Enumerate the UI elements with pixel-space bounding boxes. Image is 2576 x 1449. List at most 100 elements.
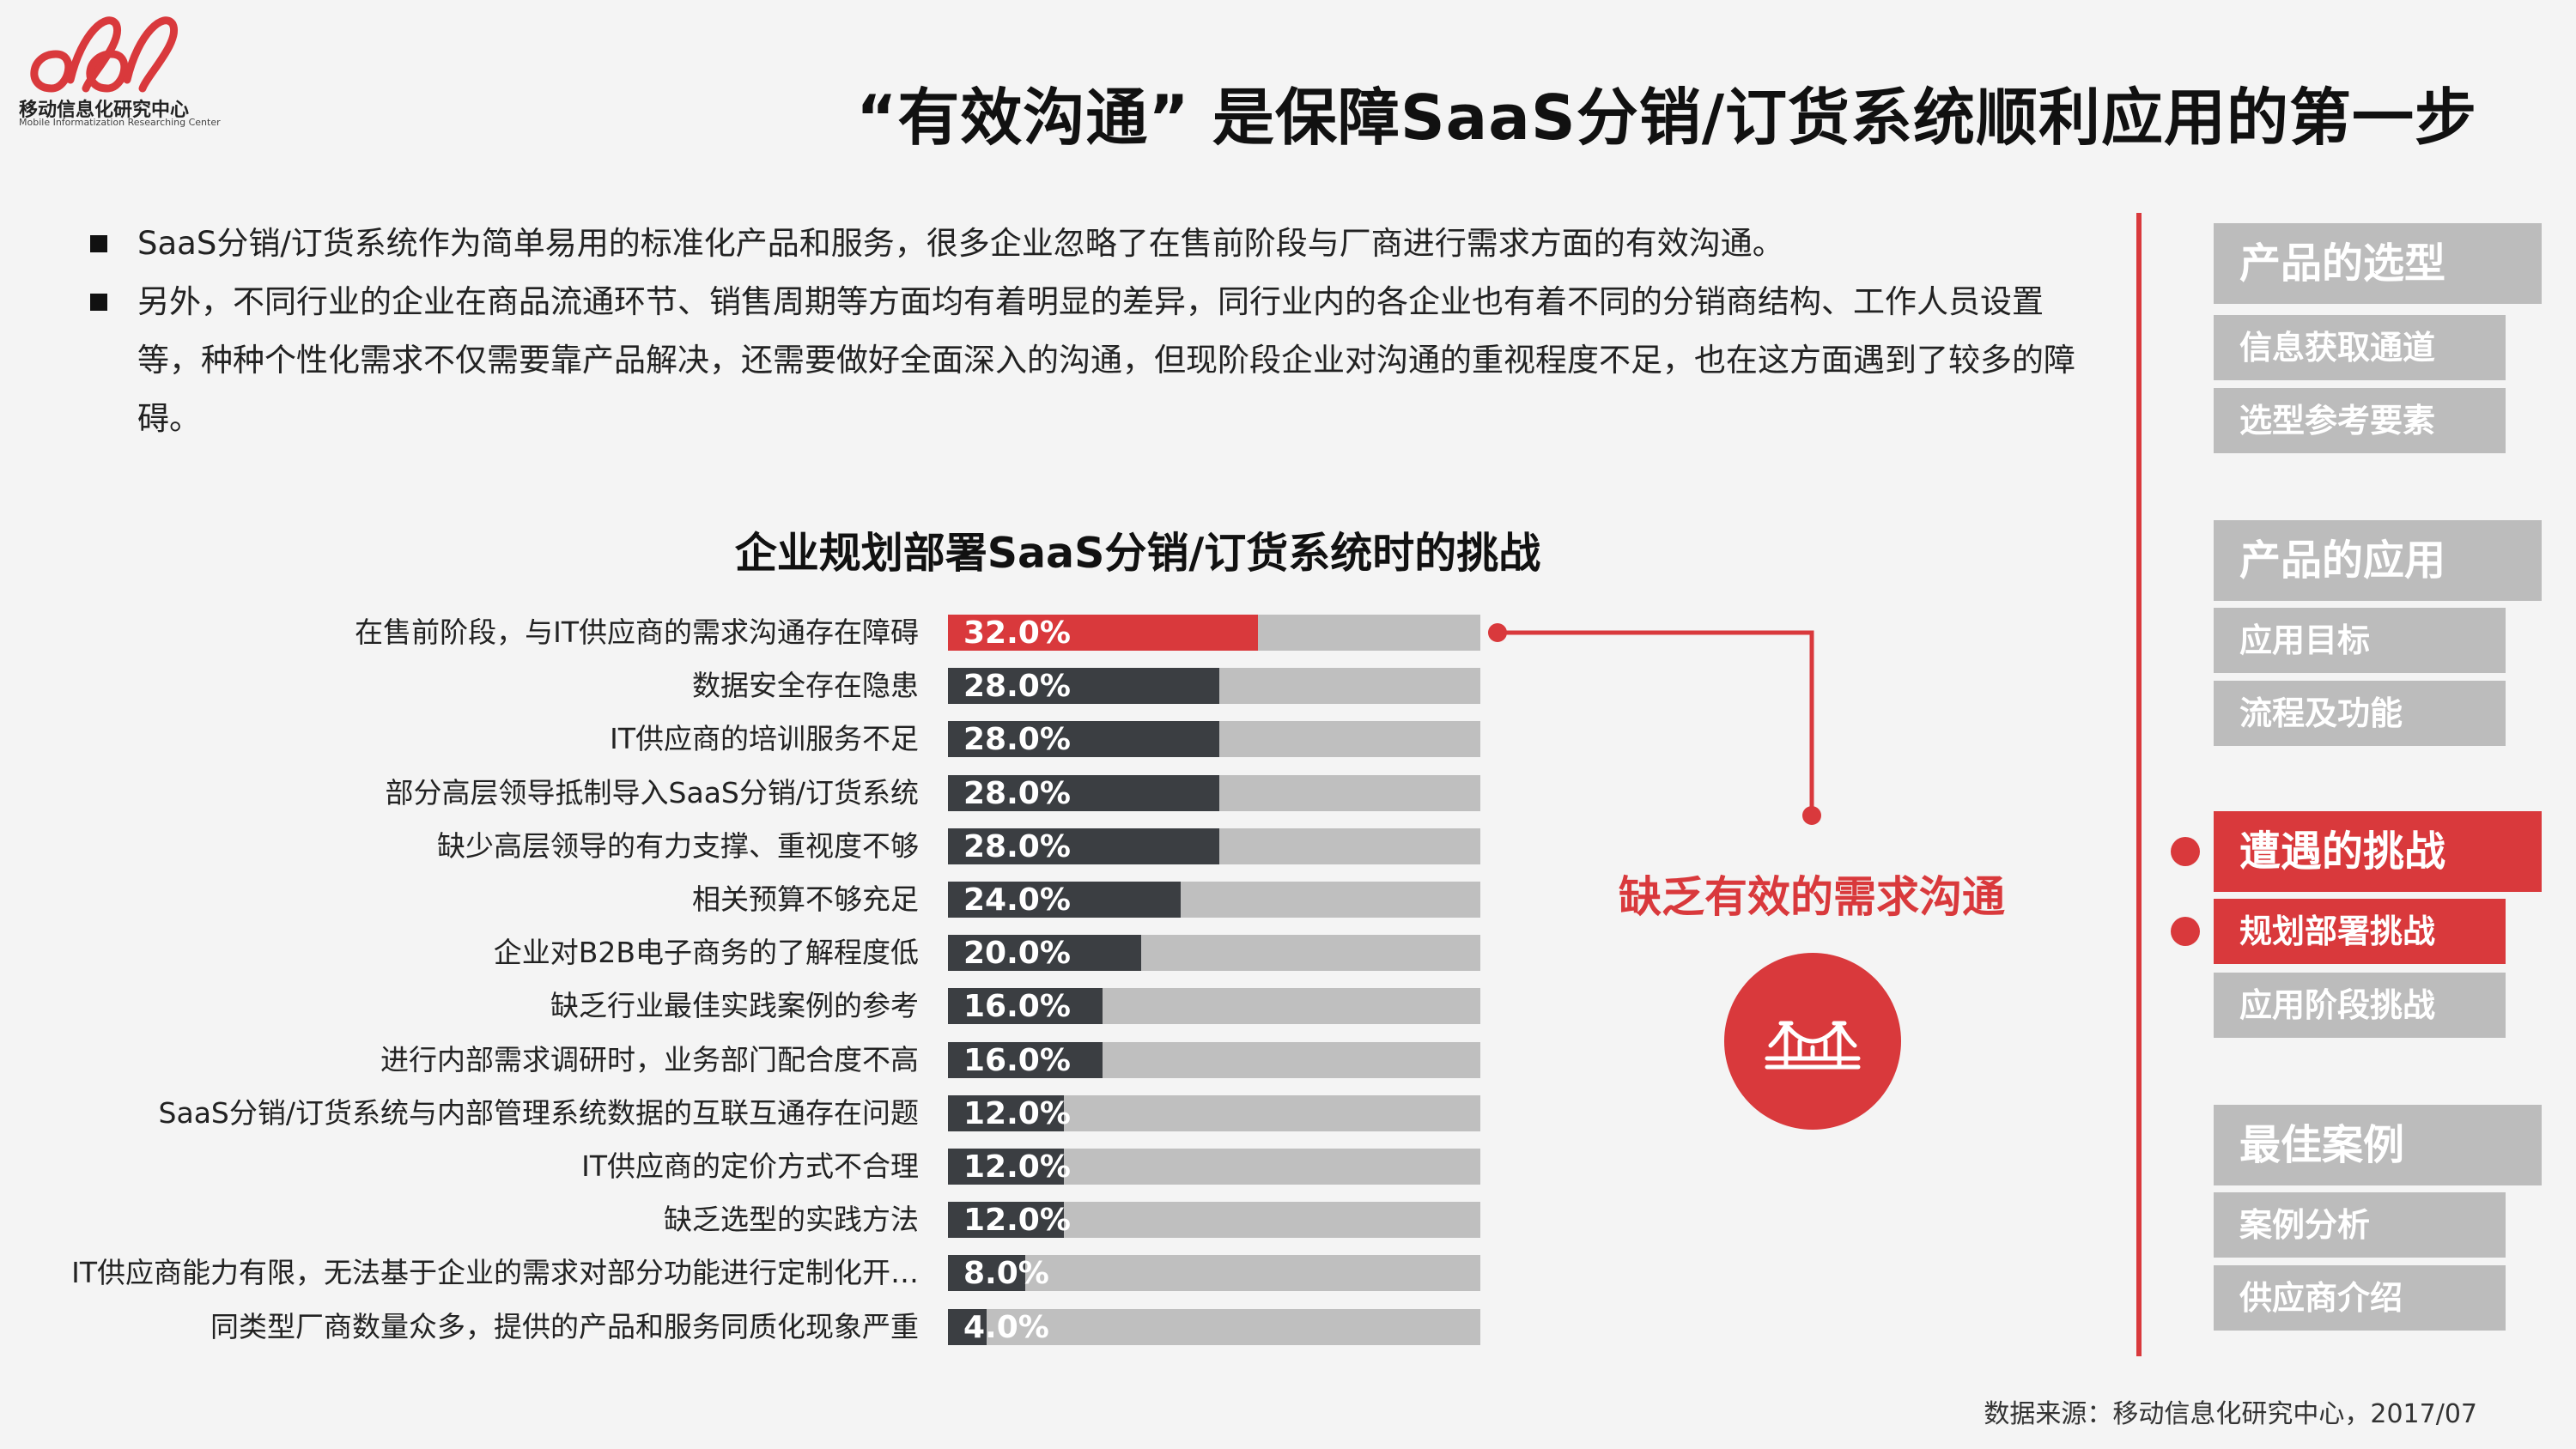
bar-row: 数据安全存在隐患 28.0%: [0, 668, 1511, 705]
bar: [948, 1094, 1065, 1131]
nav-item-best-cases[interactable]: 最佳案例: [2214, 1105, 2542, 1185]
bar: [948, 1202, 1065, 1239]
category-label: 缺少高层领导的有力支撑、重视度不够: [437, 828, 919, 863]
bar-row: SaaS分销/订货系统与内部管理系统数据的互联互通存在问题 12.0%: [0, 1094, 1511, 1131]
category-label: IT供应商的培训服务不足: [610, 722, 919, 756]
category-label: 部分高层领导抵制导入SaaS分销/订货系统: [385, 775, 919, 809]
logo-subtext: Mobile Informatization Researching Cente…: [19, 117, 221, 128]
value-label: 28.0%: [963, 775, 1071, 811]
category-label: 缺乏行业最佳实践案例的参考: [550, 989, 919, 1023]
category-label: 相关预算不够充足: [692, 882, 919, 916]
bullet-square-icon: [90, 294, 107, 311]
active-marker-icon: [2171, 837, 2200, 866]
bar-track: 28.0%: [948, 828, 1480, 864]
category-label: 同类型厂商数量众多，提供的产品和服务同质化现象严重: [210, 1309, 919, 1343]
vertical-divider: [2136, 213, 2142, 1356]
nav-item-application-goals[interactable]: 应用目标: [2214, 608, 2506, 673]
bar-track: 12.0%: [948, 1202, 1480, 1239]
category-label: 在售前阶段，与IT供应商的需求沟通存在障碍: [355, 615, 919, 649]
bar: [948, 774, 1219, 811]
bar-row: 缺少高层领导的有力支撑、重视度不够 28.0%: [0, 828, 1511, 864]
value-label: 28.0%: [963, 722, 1071, 758]
logo-icon: [30, 16, 179, 93]
bullet-text: SaaS分销/订货系统作为简单易用的标准化产品和服务，很多企业忽略了在售前阶段与…: [137, 225, 1784, 262]
value-label: 32.0%: [963, 615, 1071, 651]
bar-track: 28.0%: [948, 774, 1480, 811]
category-label: IT供应商能力有限，无法基于企业的需求对部分功能进行定制化开…: [71, 1256, 919, 1290]
bar-row: 同类型厂商数量众多，提供的产品和服务同质化现象严重 4.0%: [0, 1308, 1511, 1345]
bar: [948, 935, 1142, 972]
bar-track: 16.0%: [948, 1041, 1480, 1078]
nav-item-vendor-intro[interactable]: 供应商介绍: [2214, 1265, 2506, 1331]
bullet-square-icon: [90, 235, 107, 252]
value-label: 28.0%: [963, 669, 1071, 705]
nav-item-challenges[interactable]: 遭遇的挑战: [2214, 811, 2542, 892]
bar-track: 12.0%: [948, 1094, 1480, 1131]
bar-row: 相关预算不够充足 24.0%: [0, 882, 1511, 918]
category-label: SaaS分销/订货系统与内部管理系统数据的互联互通存在问题: [158, 1095, 919, 1130]
value-label: 16.0%: [963, 989, 1071, 1025]
value-label: 12.0%: [963, 1095, 1071, 1131]
value-label: 16.0%: [963, 1042, 1071, 1078]
bar-track: 12.0%: [948, 1149, 1480, 1185]
bar-row: IT供应商的定价方式不合理 12.0%: [0, 1149, 1511, 1185]
bar: [948, 1041, 1103, 1078]
bar: [948, 882, 1181, 918]
bullet-text: 另外，不同行业的企业在商品流通环节、销售周期等方面均有着明显的差异，同行业内的各…: [137, 283, 2075, 437]
category-label: 企业对B2B电子商务的了解程度低: [493, 936, 919, 970]
page-title: “有效沟通” 是保障SaaS分销/订货系统顺利应用的第一步: [856, 82, 2477, 154]
nav-item-product-selection[interactable]: 产品的选型: [2214, 223, 2542, 304]
value-label: 28.0%: [963, 828, 1071, 864]
nav-item-product-application[interactable]: 产品的应用: [2214, 520, 2542, 601]
nav-item-selection-factors[interactable]: 选型参考要素: [2214, 388, 2506, 453]
bar: [948, 721, 1219, 758]
nav-item-info-channels[interactable]: 信息获取通道: [2214, 315, 2506, 380]
bar-row: 部分高层领导抵制导入SaaS分销/订货系统 28.0%: [0, 774, 1511, 811]
category-label: 数据安全存在隐患: [692, 669, 919, 703]
bar: [948, 828, 1219, 864]
active-marker-icon: [2171, 917, 2200, 946]
value-label: 8.0%: [963, 1256, 1049, 1292]
category-label: 缺乏选型的实践方法: [664, 1203, 919, 1237]
bar-chart: 在售前阶段，与IT供应商的需求沟通存在障碍 32.0% 数据安全存在隐患 28.0% I…: [0, 601, 1511, 1356]
bullet-item: 另外，不同行业的企业在商品流通环节、销售周期等方面均有着明显的差异，同行业内的各…: [90, 273, 2099, 448]
bar: [948, 1149, 1065, 1185]
category-label: IT供应商的定价方式不合理: [581, 1149, 919, 1183]
bar-track: 4.0%: [948, 1308, 1480, 1345]
logo-text: 移动信息化研究中心: [19, 100, 190, 121]
nav-item-case-analysis[interactable]: 案例分析: [2214, 1192, 2506, 1258]
bar-row: 缺乏选型的实践方法 12.0%: [0, 1202, 1511, 1239]
bar-row: IT供应商的培训服务不足 28.0%: [0, 721, 1511, 758]
value-label: 12.0%: [963, 1203, 1071, 1239]
data-source: 数据来源：移动信息化研究中心，2017/07: [1984, 1399, 2477, 1429]
bar-row: 在售前阶段，与IT供应商的需求沟通存在障碍 32.0%: [0, 615, 1511, 651]
bar: [948, 988, 1103, 1025]
bar-row: 进行内部需求调研时，业务部门配合度不高 16.0%: [0, 1041, 1511, 1078]
nav-item-deployment-challenges[interactable]: 规划部署挑战: [2214, 899, 2506, 964]
bullet-item: SaaS分销/订货系统作为简单易用的标准化产品和服务，很多企业忽略了在售前阶段与…: [90, 215, 2099, 273]
value-label: 12.0%: [963, 1149, 1071, 1185]
bar-track: 28.0%: [948, 668, 1480, 705]
bar-track: 32.0%: [948, 615, 1480, 651]
nav-item-process-functions[interactable]: 流程及功能: [2214, 681, 2506, 746]
callout-text: 缺乏有效的需求沟通: [1619, 872, 2005, 922]
nav-item-usage-challenges[interactable]: 应用阶段挑战: [2214, 973, 2506, 1038]
bar-row: 缺乏行业最佳实践案例的参考 16.0%: [0, 988, 1511, 1025]
bar-row: IT供应商能力有限，无法基于企业的需求对部分功能进行定制化开… 8.0%: [0, 1255, 1511, 1292]
value-label: 24.0%: [963, 882, 1071, 918]
bar-track: 8.0%: [948, 1255, 1480, 1292]
bar-track: 28.0%: [948, 721, 1480, 758]
bridge-icon: [1724, 953, 1901, 1130]
bar-track: 16.0%: [948, 988, 1480, 1025]
bar-track: 20.0%: [948, 935, 1480, 972]
bar-track: 24.0%: [948, 882, 1480, 918]
bar: [948, 1255, 1026, 1292]
chart-title: 企业规划部署SaaS分销/订货系统时的挑战: [734, 529, 1541, 578]
bar: [948, 1308, 987, 1345]
bar-row: 企业对B2B电子商务的了解程度低 20.0%: [0, 935, 1511, 972]
bar: [948, 615, 1258, 651]
value-label: 20.0%: [963, 936, 1071, 972]
category-label: 进行内部需求调研时，业务部门配合度不高: [380, 1042, 919, 1076]
bar: [948, 668, 1219, 705]
value-label: 4.0%: [963, 1309, 1049, 1345]
